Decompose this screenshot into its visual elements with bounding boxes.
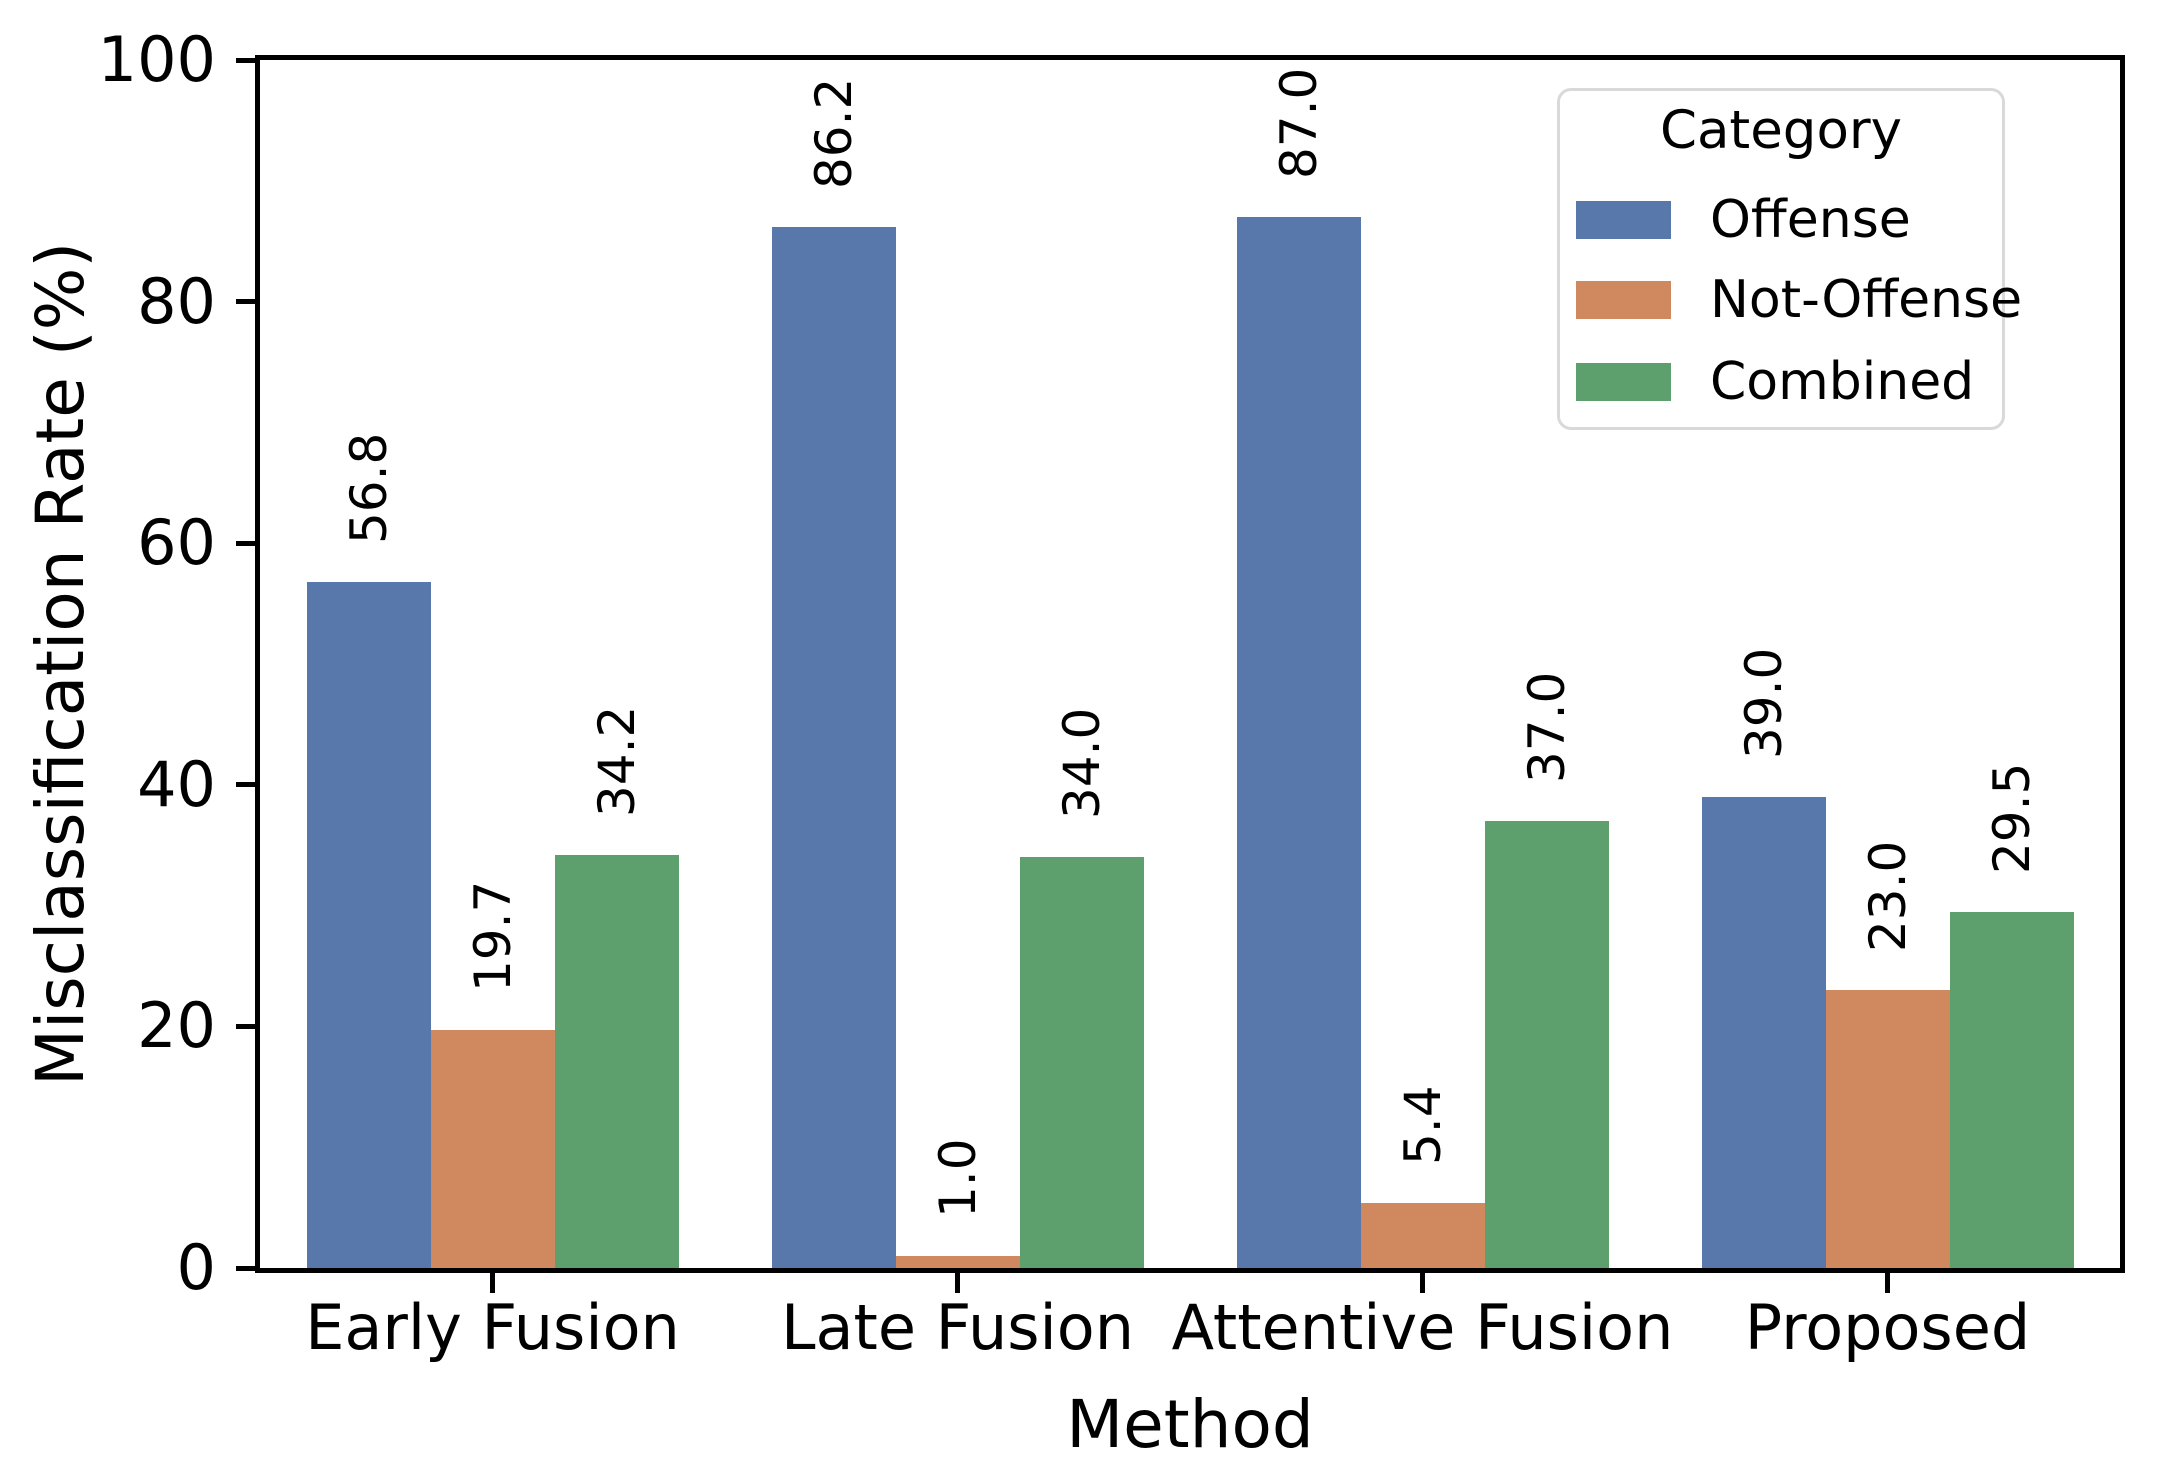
bar-value-label: 19.7 xyxy=(463,880,522,993)
y-tick-label: 100 xyxy=(97,23,216,96)
bar-value-label: 34.0 xyxy=(1052,707,1111,820)
bar-not-offense-1 xyxy=(895,1255,1020,1268)
bar-combined-2 xyxy=(1484,821,1609,1268)
bar-offense-0 xyxy=(306,581,431,1268)
bar-combined-1 xyxy=(1019,857,1144,1268)
bar-value-label: 37.0 xyxy=(1517,671,1576,784)
y-tick-label: 80 xyxy=(137,264,216,338)
x-tick xyxy=(1885,1273,1890,1293)
y-tick-label: 0 xyxy=(176,1231,216,1304)
bar-not-offense-2 xyxy=(1360,1202,1485,1268)
y-tick-label: 20 xyxy=(137,989,216,1063)
legend-label-combined: Combined xyxy=(1710,352,1975,412)
legend-title: Category xyxy=(1659,100,1903,161)
x-tick-label: Late Fusion xyxy=(780,1291,1135,1364)
y-tick xyxy=(236,1023,256,1029)
x-tick xyxy=(1420,1273,1425,1293)
y-tick-label: 60 xyxy=(137,506,216,580)
bar-value-label: 5.4 xyxy=(1393,1085,1452,1165)
bar-value-label: 29.5 xyxy=(1982,762,2041,874)
bar-combined-0 xyxy=(554,854,679,1268)
y-tick-label: 40 xyxy=(137,747,216,821)
y-tick xyxy=(236,540,256,546)
legend-swatch-offense xyxy=(1576,201,1671,239)
y-axis-label: Misclassification Rate (%) xyxy=(22,241,99,1086)
legend-label-offense: Offense xyxy=(1710,190,1911,250)
legend-label-not-offense: Not-Offense xyxy=(1710,270,2023,330)
bar-not-offense-0 xyxy=(430,1030,555,1268)
x-tick-label: Early Fusion xyxy=(305,1291,680,1364)
x-tick xyxy=(955,1273,960,1293)
bar-offense-1 xyxy=(771,226,896,1268)
bar-value-label: 56.8 xyxy=(339,432,398,544)
bar-value-label: 87.0 xyxy=(1269,67,1328,180)
legend-swatch-combined xyxy=(1576,363,1671,401)
bar-value-label: 34.2 xyxy=(587,705,646,817)
bar-value-label: 23.0 xyxy=(1858,840,1917,953)
bar-not-offense-3 xyxy=(1825,990,1950,1268)
x-tick-label: Proposed xyxy=(1744,1291,2031,1364)
bar-value-label: 1.0 xyxy=(928,1138,987,1218)
x-tick-label: Attentive Fusion xyxy=(1171,1291,1674,1364)
x-tick xyxy=(490,1273,495,1293)
bar-value-label: 39.0 xyxy=(1734,647,1793,759)
y-tick xyxy=(236,1265,256,1271)
x-axis-label: Method xyxy=(1066,1386,1314,1463)
bar-combined-3 xyxy=(1949,911,2074,1268)
y-tick xyxy=(236,299,256,305)
legend: Category Offense Not-Offense Combined xyxy=(1557,88,2022,430)
bar-offense-2 xyxy=(1236,217,1361,1268)
bar-value-label: 86.2 xyxy=(804,77,863,189)
y-tick xyxy=(236,782,256,788)
y-tick xyxy=(236,57,256,63)
legend-swatch-not-offense xyxy=(1576,281,1671,319)
bar-offense-3 xyxy=(1701,796,1826,1268)
